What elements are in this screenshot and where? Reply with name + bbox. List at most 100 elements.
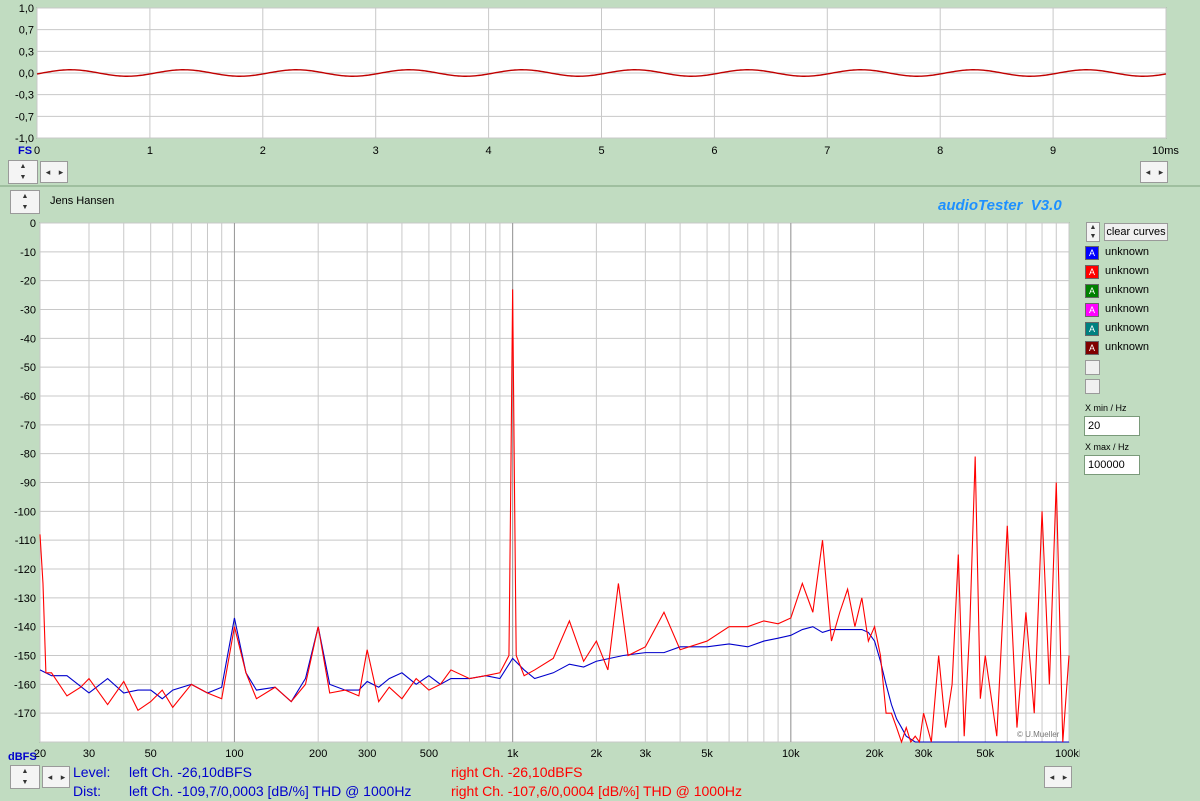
spectrum-x-tick-label: 1k xyxy=(507,748,519,760)
spectrum-x-tick-label: 100kHz xyxy=(1055,748,1080,760)
xmax-input[interactable]: 100000 xyxy=(1084,455,1140,475)
spectrum-x-tick-label: 50k xyxy=(976,748,994,760)
curve-color-swatch[interactable]: A xyxy=(1085,246,1099,260)
spin-down-icon[interactable]: ▼ xyxy=(1089,233,1097,240)
spectrum-y-tick-label: -140 xyxy=(14,622,36,634)
spectrum-y-spinner[interactable]: ▲ ▼ xyxy=(10,190,40,214)
spin-up-icon[interactable]: ▲ xyxy=(1089,224,1097,231)
spectrum-x-tick-label: 20 xyxy=(34,748,46,760)
panel-splitter[interactable] xyxy=(0,185,1200,187)
scope-scroll-nav-left[interactable]: ◂ ▸ xyxy=(40,161,68,183)
spectrum-y-tick-label: -170 xyxy=(14,708,36,720)
spectrum-y-tick-label: -150 xyxy=(14,651,36,663)
scope-y-tick-label: 0,7 xyxy=(19,25,34,37)
scope-x-tick-label: 7 xyxy=(824,145,830,157)
empty-slot-checkbox[interactable] xyxy=(1085,379,1100,394)
scope-x-tick-label: 3 xyxy=(373,145,379,157)
spectrum-x-tick-label: 100 xyxy=(225,748,243,760)
scope-x-tick-label: 9 xyxy=(1050,145,1056,157)
scope-x-tick-label: 8 xyxy=(937,145,943,157)
curve-color-swatch[interactable]: A xyxy=(1085,265,1099,279)
curve-color-swatch[interactable]: A xyxy=(1085,284,1099,298)
spectrum-y-tick-label: -10 xyxy=(20,247,36,259)
scope-zoom-spinner[interactable]: ▲ ▼ xyxy=(8,160,38,184)
curve-color-swatch[interactable]: A xyxy=(1085,303,1099,317)
scope-y-tick-label: 1,0 xyxy=(19,3,34,15)
spectrum-unit-label: dBFS xyxy=(8,751,37,763)
arrow-left-icon[interactable]: ◂ xyxy=(1145,167,1151,177)
spin-up-icon[interactable]: ▲ xyxy=(21,193,29,200)
spectrum-x-tick-label: 20k xyxy=(866,748,884,760)
spectrum-x-tick-label: 500 xyxy=(420,748,438,760)
spectrum-y-tick-label: -80 xyxy=(20,449,36,461)
curve-color-swatch[interactable]: A xyxy=(1085,341,1099,355)
right-dist-readout: right Ch. -107,6/0,0004 [dB/%] THD @ 100… xyxy=(451,783,742,799)
app-title: audioTester V3.0 xyxy=(938,197,1062,214)
spectrum-y-tick-label: -70 xyxy=(20,420,36,432)
spectrum-x-tick-label: 5k xyxy=(701,748,713,760)
legend-label: unknown xyxy=(1105,303,1150,315)
spectrum-x-tick-label: 2k xyxy=(591,748,603,760)
scope-waveform-line xyxy=(36,69,1167,77)
scope-unit-label: FS xyxy=(18,145,32,157)
spin-down-icon[interactable]: ▼ xyxy=(19,174,27,181)
level-label: Level: xyxy=(73,764,111,780)
scope-x-tick-label: 6 xyxy=(711,145,717,157)
arrow-left-icon[interactable]: ◂ xyxy=(47,772,53,782)
spectrum-x-tick-label: 50 xyxy=(145,748,157,760)
xmax-label: X max / Hz xyxy=(1085,442,1130,452)
spin-up-icon[interactable]: ▲ xyxy=(19,163,27,170)
spectrum-x-tick-label: 30 xyxy=(83,748,95,760)
spin-up-icon[interactable]: ▲ xyxy=(21,768,29,775)
scope-y-tick-label: -1,0 xyxy=(15,133,34,145)
spectrum-x-tick-label: 30k xyxy=(915,748,933,760)
spectrum-y-tick-label: -30 xyxy=(20,305,36,317)
scope-y-tick-label: 0,3 xyxy=(19,46,34,58)
spin-down-icon[interactable]: ▼ xyxy=(21,779,29,786)
arrow-right-icon[interactable]: ▸ xyxy=(1062,772,1068,782)
spectrum-x-tick-label: 10k xyxy=(782,748,800,760)
curve-spinner[interactable]: ▲ ▼ xyxy=(1086,222,1100,242)
scope-x-tick-label: 1 xyxy=(147,145,153,157)
spectrum-y-tick-label: -130 xyxy=(14,593,36,605)
spectrum-y-tick-label: -110 xyxy=(15,535,36,547)
spectrum-y-tick-label: -90 xyxy=(20,478,36,490)
scope-x-tick-label: 4 xyxy=(486,145,492,157)
spectrum-y-tick-label: -20 xyxy=(20,276,36,288)
clear-curves-button[interactable]: clear curves xyxy=(1104,223,1168,241)
scope-y-tick-label: -0,3 xyxy=(15,90,34,102)
user-name: Jens Hansen xyxy=(50,195,115,207)
scope-chart: 1,00,70,30,0-0,3-0,7-1,0 0 1 2 3 4 5 6 7 8 9 10ms … xyxy=(15,3,1179,157)
spectrum-chart: 0 -10 -20 -30 -40 -50 -60 -70 -80 -90 -100 -110 -120… xyxy=(8,218,1080,763)
scope-x-tick-label: 0 xyxy=(34,145,40,157)
scope-x-tick-label: 2 xyxy=(260,145,266,157)
spectrum-zoom-spinner[interactable]: ▲ ▼ xyxy=(10,765,40,789)
arrow-right-icon[interactable]: ▸ xyxy=(60,772,66,782)
spectrum-y-tick-label: -60 xyxy=(20,391,36,403)
spin-down-icon[interactable]: ▼ xyxy=(21,204,29,211)
arrow-right-icon[interactable]: ▸ xyxy=(58,167,64,177)
arrow-left-icon[interactable]: ◂ xyxy=(1049,772,1055,782)
legend-label: unknown xyxy=(1105,246,1150,258)
spectrum-y-tick-label: -40 xyxy=(20,333,36,345)
spectrum-y-tick-label: -120 xyxy=(14,564,36,576)
legend-label: unknown xyxy=(1105,265,1150,277)
spectrum-x-tick-label: 300 xyxy=(358,748,376,760)
arrow-left-icon[interactable]: ◂ xyxy=(45,167,51,177)
watermark: © U.Mueller xyxy=(1017,730,1060,739)
scope-x-tick-label: 5 xyxy=(598,145,604,157)
dist-label: Dist: xyxy=(73,783,101,799)
scope-y-tick-label: -0,7 xyxy=(15,111,34,123)
scope-x-tick-label: 10ms xyxy=(1152,145,1179,157)
spectrum-scroll-nav-left[interactable]: ◂ ▸ xyxy=(42,766,70,788)
arrow-right-icon[interactable]: ▸ xyxy=(1158,167,1164,177)
scope-scroll-nav-right[interactable]: ◂ ▸ xyxy=(1140,161,1168,183)
spectrum-series-left xyxy=(39,617,1069,743)
spectrum-y-tick-label: -50 xyxy=(20,362,36,374)
legend-label: unknown xyxy=(1105,322,1150,334)
legend-label: unknown xyxy=(1105,284,1150,296)
empty-slot-checkbox[interactable] xyxy=(1085,360,1100,375)
curve-color-swatch[interactable]: A xyxy=(1085,322,1099,336)
spectrum-scroll-nav-right[interactable]: ◂ ▸ xyxy=(1044,766,1072,788)
xmin-input[interactable]: 20 xyxy=(1084,416,1140,436)
